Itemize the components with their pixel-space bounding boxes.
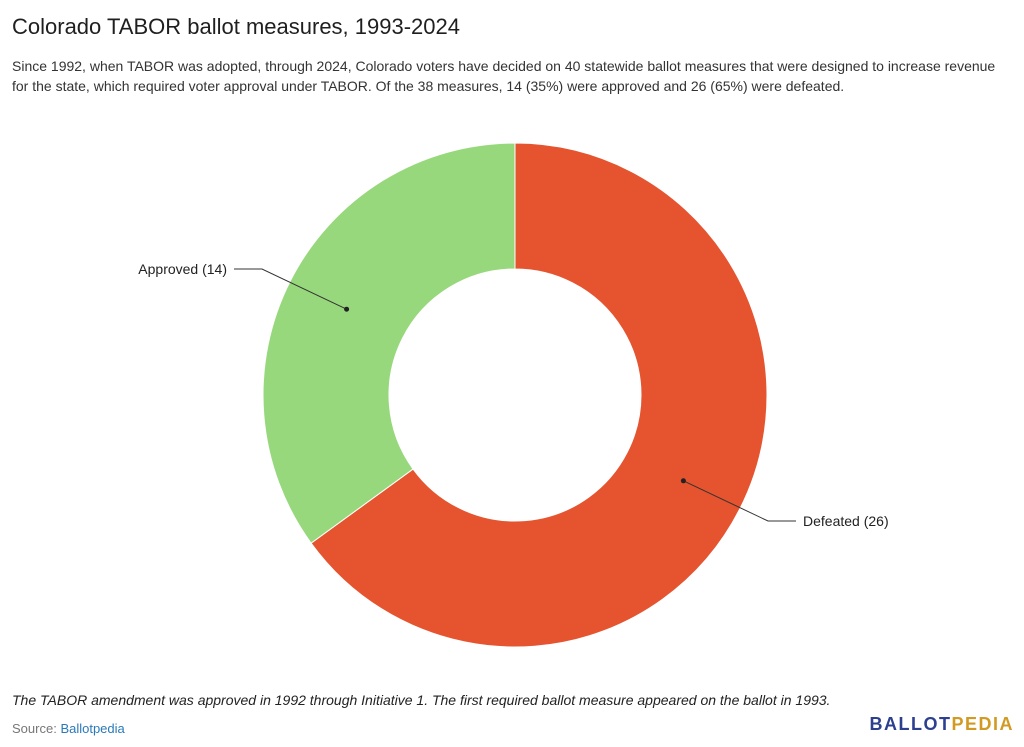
source-line: Source: Ballotpedia — [12, 721, 125, 736]
leader-dot-0 — [680, 478, 686, 484]
logo-pedia: PEDIA — [951, 714, 1014, 734]
leader-dot-1 — [344, 306, 350, 312]
leader-line-0 — [683, 480, 796, 522]
donut-slice-approved — [262, 142, 516, 544]
donut-slice-defeated — [310, 142, 768, 648]
footnote: The TABOR amendment was approved in 1992… — [12, 692, 831, 708]
source-link[interactable]: Ballotpedia — [60, 721, 125, 736]
chart-subtitle: Since 1992, when TABOR was adopted, thro… — [12, 58, 996, 94]
source-prefix: Source: — [12, 721, 57, 736]
ballotpedia-logo: BALLOTPEDIA — [870, 714, 1015, 735]
leader-line-1 — [234, 268, 347, 310]
logo-ballot: BALLOT — [869, 714, 952, 734]
slice-label-0: Defeated (26) — [803, 513, 889, 529]
slice-label-1: Approved (14) — [138, 261, 227, 277]
chart-title: Colorado TABOR ballot measures, 1993-202… — [12, 14, 460, 39]
